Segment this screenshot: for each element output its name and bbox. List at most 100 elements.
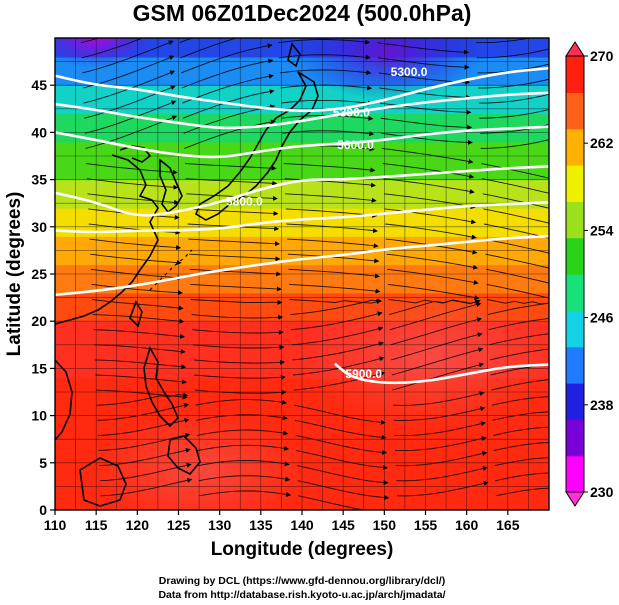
streamline: [190, 299, 283, 305]
streamline: [194, 374, 286, 380]
streamline: [280, 84, 373, 91]
x-tick-label: 110: [44, 517, 67, 533]
streamline: [286, 223, 378, 234]
streamline: [385, 223, 477, 240]
streamline: [484, 238, 549, 254]
asia-mainland-coast: [55, 154, 159, 325]
streamline: [180, 38, 239, 59]
streamline: [486, 283, 549, 299]
streamline: [198, 475, 291, 482]
y-tick-label: 40: [31, 124, 47, 140]
streamline: [489, 348, 549, 361]
x-tick-label: 145: [331, 517, 355, 533]
streamline: [192, 329, 284, 335]
colorbar-tick-label: 254: [590, 222, 614, 238]
colorbar-segment: [566, 92, 584, 130]
streamline: [92, 314, 185, 324]
streamline: [485, 253, 549, 269]
streamline: [282, 130, 375, 137]
streamline: [384, 208, 477, 225]
streamline: [480, 139, 549, 149]
streamline: [380, 117, 473, 130]
streamline: [394, 421, 486, 437]
x-tick-label: 130: [208, 517, 232, 533]
streamline: [492, 411, 549, 421]
streamline: [82, 40, 174, 74]
streamline: [494, 457, 549, 467]
korea-coast: [159, 158, 183, 214]
streamline: [80, 38, 101, 44]
streamline: [189, 268, 282, 277]
streamline: [386, 253, 479, 270]
streamline: [395, 436, 487, 452]
x-tick-label: 165: [496, 517, 520, 533]
streamline: [482, 178, 549, 194]
streamline: [291, 326, 384, 346]
x-axis-label: Longitude (degrees): [211, 539, 394, 560]
streamline: [181, 58, 274, 89]
streamline: [292, 356, 385, 376]
colorbar-tick-label: 238: [590, 397, 614, 413]
streamline: [287, 238, 379, 249]
streamline: [390, 317, 483, 346]
streamline: [293, 371, 386, 391]
streamline: [288, 268, 380, 279]
x-tick-label: 135: [249, 517, 273, 533]
streamline: [190, 283, 282, 292]
streamline: [191, 314, 284, 320]
colorbar-segment: [566, 274, 584, 311]
streamline: [186, 208, 279, 216]
streamline: [100, 477, 193, 497]
streamline: [393, 391, 485, 406]
streamline: [388, 299, 481, 305]
streamline: [290, 311, 383, 331]
contour-line: [55, 66, 549, 113]
y-tick-label: 45: [31, 77, 47, 93]
streamline: [99, 462, 192, 482]
streamline: [495, 472, 549, 482]
contour-label: 5600.0: [337, 138, 374, 152]
streamline: [476, 48, 549, 59]
streamline: [193, 359, 286, 365]
coastlines: [55, 42, 319, 507]
streamline: [381, 147, 474, 164]
streamline: [86, 163, 178, 175]
colorbar-segment: [566, 165, 584, 202]
streamline: [281, 99, 373, 106]
streamline: [382, 163, 475, 179]
philippines-south-coast: [167, 435, 201, 475]
streamline: [278, 39, 371, 45]
streamline: [196, 429, 289, 436]
streamline: [478, 93, 549, 104]
contour-line: [55, 91, 549, 130]
colorbar-segment: [566, 237, 584, 275]
streamline: [495, 487, 549, 497]
streamline: [397, 480, 489, 497]
streamline: [296, 450, 388, 470]
streamline: [493, 426, 549, 436]
wind-streamlines: [80, 38, 549, 510]
streamline: [481, 163, 549, 179]
streamline: [180, 43, 273, 74]
streamline: [86, 178, 179, 190]
credit-data: Data from http://database.rish.kyoto-u.a…: [158, 589, 445, 601]
low-pressure-shading: [55, 38, 549, 510]
streamline: [297, 480, 390, 500]
streamline: [290, 298, 382, 316]
streamline: [389, 302, 482, 331]
chart-title: GSM 06Z01Dec2024 (500.0hPa): [133, 0, 472, 26]
streamline: [383, 178, 475, 194]
streamline: [188, 238, 280, 247]
streamline: [284, 178, 376, 188]
streamline: [90, 253, 182, 266]
streamline: [381, 132, 473, 145]
streamline: [279, 69, 372, 76]
streamline: [183, 104, 276, 134]
y-tick-label: 30: [31, 219, 47, 235]
streamline: [392, 362, 485, 391]
streamline: [478, 78, 549, 89]
contour-line: [334, 362, 549, 385]
contour-label: 5900.0: [345, 367, 382, 381]
japan-coast: [195, 71, 319, 221]
streamline: [182, 89, 275, 119]
